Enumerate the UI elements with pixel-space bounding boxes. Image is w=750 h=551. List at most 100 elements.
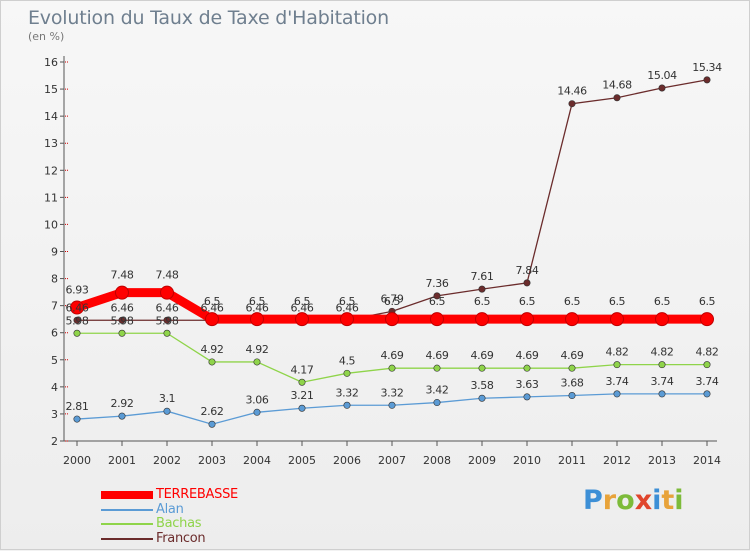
data-label-francon: 6.46 bbox=[201, 301, 224, 314]
data-point-terrebasse bbox=[205, 312, 219, 327]
data-point-francon bbox=[433, 292, 441, 300]
legend-label: TERREBASSE bbox=[156, 487, 238, 502]
y-tick-label: 16 bbox=[44, 56, 58, 69]
data-label-terrebasse: 6.5 bbox=[294, 295, 311, 308]
data-point-alan bbox=[208, 420, 216, 428]
logo-letter: x bbox=[634, 485, 653, 516]
data-label-terrebasse: 6.5 bbox=[474, 295, 491, 308]
data-label-alan: 3.58 bbox=[471, 379, 494, 392]
data-label-francon: 7.36 bbox=[426, 277, 449, 290]
x-tick-label: 2009 bbox=[468, 454, 496, 467]
data-label-bachas: 4.17 bbox=[291, 363, 314, 376]
logo-letter: P bbox=[583, 485, 603, 516]
data-point-alan bbox=[523, 393, 531, 401]
data-point-francon bbox=[613, 94, 621, 102]
x-tick-label: 2001 bbox=[108, 454, 136, 467]
data-point-terrebasse bbox=[520, 312, 534, 327]
data-point-alan bbox=[388, 401, 396, 409]
data-label-alan: 3.21 bbox=[291, 389, 314, 402]
logo-letter: t bbox=[661, 485, 675, 516]
chart-title: Evolution du Taux de Taxe d'Habitation bbox=[28, 7, 389, 29]
data-label-bachas: 4.82 bbox=[696, 346, 719, 359]
data-label-terrebasse: 6.5 bbox=[204, 295, 221, 308]
data-label-alan: 3.1 bbox=[159, 392, 175, 405]
x-tick-label: 2014 bbox=[693, 454, 721, 467]
x-tick-label: 2007 bbox=[378, 454, 406, 467]
data-point-alan bbox=[703, 390, 711, 398]
data-label-francon: 6.46 bbox=[291, 301, 314, 314]
y-tick-label: 8 bbox=[51, 273, 58, 286]
data-point-bachas bbox=[298, 378, 306, 386]
data-point-terrebasse bbox=[115, 285, 129, 300]
data-point-alan bbox=[73, 415, 81, 423]
data-label-terrebasse: 6.5 bbox=[699, 295, 716, 308]
y-tick-label: 2 bbox=[51, 435, 58, 448]
data-label-bachas: 4.82 bbox=[651, 346, 674, 359]
legend-label: Alan bbox=[156, 501, 184, 517]
data-point-alan bbox=[118, 412, 126, 420]
data-point-terrebasse bbox=[430, 312, 444, 327]
y-tick-label: 14 bbox=[44, 110, 58, 123]
legend-label: Francon bbox=[156, 530, 206, 546]
data-label-francon: 15.34 bbox=[692, 61, 722, 74]
legend-swatch bbox=[101, 523, 153, 525]
data-label-francon: 6.46 bbox=[111, 301, 134, 314]
data-label-alan: 2.81 bbox=[66, 400, 89, 413]
y-tick-label: 15 bbox=[44, 83, 58, 96]
y-tick-label: 11 bbox=[44, 191, 58, 204]
data-label-francon: 6.46 bbox=[66, 301, 89, 314]
y-tick-label: 5 bbox=[51, 354, 58, 367]
x-tick-label: 2008 bbox=[423, 454, 451, 467]
data-point-bachas bbox=[343, 369, 351, 377]
legend-item-alan: Alan bbox=[101, 502, 361, 517]
data-point-bachas bbox=[433, 364, 441, 372]
y-tick-label: 4 bbox=[51, 381, 58, 394]
data-label-terrebasse: 6.5 bbox=[519, 295, 536, 308]
proxiti-logo: Proxiti bbox=[583, 485, 684, 516]
data-point-alan bbox=[478, 394, 486, 402]
data-labels: 6.46 6.46 6.46 6.46 6.46 6.46 6.46 6.79 7.36 7.61… bbox=[66, 61, 723, 418]
data-point-bachas bbox=[478, 364, 486, 372]
series-lines bbox=[72, 79, 712, 425]
x-tick-label: 2012 bbox=[603, 454, 631, 467]
data-point-terrebasse bbox=[475, 312, 489, 327]
x-tick-label: 2003 bbox=[198, 454, 226, 467]
y-tick-label: 10 bbox=[44, 218, 58, 231]
data-point-terrebasse bbox=[700, 312, 714, 327]
data-label-alan: 3.32 bbox=[336, 386, 359, 399]
data-label-francon: 7.84 bbox=[516, 264, 539, 277]
data-label-terrebasse: 7.48 bbox=[156, 269, 179, 282]
x-tick-label: 2000 bbox=[63, 454, 91, 467]
data-point-alan bbox=[253, 408, 261, 416]
data-point-terrebasse bbox=[340, 312, 354, 327]
data-label-alan: 3.32 bbox=[381, 386, 404, 399]
data-point-bachas bbox=[118, 329, 126, 337]
data-label-terrebasse: 6.5 bbox=[384, 295, 401, 308]
series-line-francon bbox=[76, 79, 708, 321]
data-label-alan: 2.62 bbox=[201, 405, 224, 418]
data-label-francon: 7.61 bbox=[471, 270, 494, 283]
data-label-bachas: 4.69 bbox=[561, 349, 584, 362]
axes: 2 3 4 5 6 7 8 9 10 11 12 13 14 15 16 2000 2001 2002 2003 20… bbox=[44, 56, 721, 467]
data-point-francon bbox=[523, 279, 531, 287]
data-label-bachas: 4.69 bbox=[381, 349, 404, 362]
y-tick-label: 6 bbox=[51, 327, 58, 340]
logo-letter: i bbox=[674, 485, 684, 516]
data-point-terrebasse bbox=[295, 312, 309, 327]
data-point-bachas bbox=[568, 364, 576, 372]
data-point-francon bbox=[658, 84, 666, 92]
logo-letter: i bbox=[652, 485, 662, 516]
data-point-terrebasse bbox=[655, 312, 669, 327]
data-label-francon: 6.46 bbox=[336, 301, 359, 314]
data-point-francon bbox=[73, 316, 81, 324]
data-label-bachas: 4.69 bbox=[516, 349, 539, 362]
data-point-bachas bbox=[163, 329, 171, 337]
data-label-alan: 3.74 bbox=[606, 375, 629, 388]
data-point-francon bbox=[478, 285, 486, 293]
data-point-francon bbox=[163, 316, 171, 324]
data-label-alan: 3.74 bbox=[696, 375, 719, 388]
data-point-bachas bbox=[613, 361, 621, 369]
data-label-francon: 15.04 bbox=[647, 69, 677, 82]
data-point-alan bbox=[658, 390, 666, 398]
data-point-bachas bbox=[253, 358, 261, 366]
